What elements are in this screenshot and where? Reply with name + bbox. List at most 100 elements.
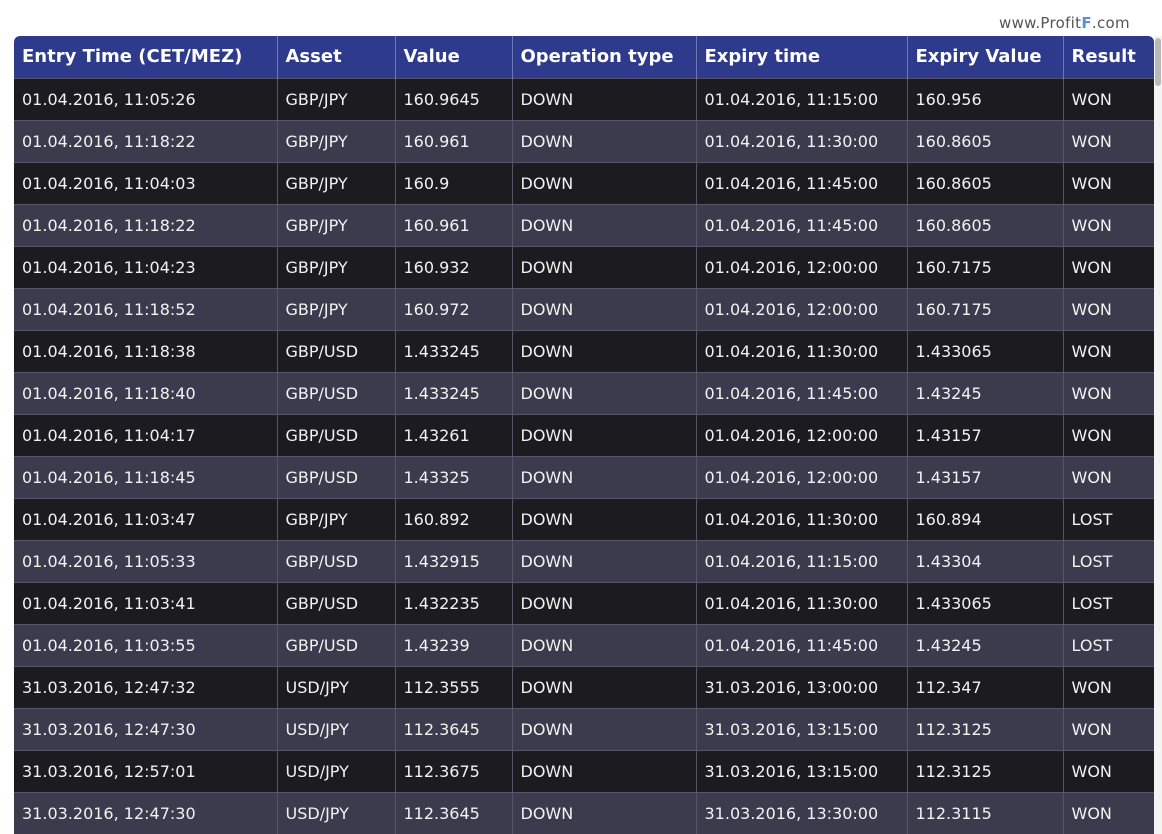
col-expiry-value-cell: 160.7175 bbox=[907, 287, 1064, 330]
col-expiry-time-cell: 31.03.2016, 13:15:00 bbox=[696, 749, 908, 792]
col-asset-cell: USD/JPY bbox=[277, 707, 396, 750]
col-entry-time-cell: 31.03.2016, 12:47:30 bbox=[14, 791, 278, 834]
col-result-cell: WON bbox=[1063, 749, 1154, 792]
col-expiry-value-cell: 160.7175 bbox=[907, 245, 1064, 288]
col-expiry-time-cell: 01.04.2016, 12:00:00 bbox=[696, 287, 908, 330]
col-asset-cell: USD/JPY bbox=[277, 791, 396, 834]
col-operation-type-cell: DOWN bbox=[512, 749, 697, 792]
trade-history-table: Entry Time (CET/MEZ) Asset Value Operation … bbox=[14, 36, 1154, 834]
col-entry-time-cell: 01.04.2016, 11:05:33 bbox=[14, 539, 278, 582]
col-expiry-time-cell: 01.04.2016, 11:30:00 bbox=[696, 329, 908, 372]
col-operation-type-cell: DOWN bbox=[512, 623, 697, 666]
col-entry-time-cell: 01.04.2016, 11:18:22 bbox=[14, 119, 278, 162]
col-entry-time-cell: 01.04.2016, 11:03:41 bbox=[14, 581, 278, 624]
col-result-cell: WON bbox=[1063, 329, 1154, 372]
col-entry-time-cell: 01.04.2016, 11:18:38 bbox=[14, 329, 278, 372]
col-entry-time-cell: 31.03.2016, 12:47:30 bbox=[14, 707, 278, 750]
col-expiry-time-cell: 01.04.2016, 11:30:00 bbox=[696, 119, 908, 162]
table-row: 01.04.2016, 11:18:52 GBP/JPY 160.972 DOWN 01… bbox=[14, 287, 1154, 330]
col-expiry-time-cell: 01.04.2016, 11:45:00 bbox=[696, 203, 908, 246]
col-expiry-time-cell: 01.04.2016, 12:00:00 bbox=[696, 245, 908, 288]
col-expiry-time-cell: 01.04.2016, 12:00:00 bbox=[696, 455, 908, 498]
col-operation-type-cell: DOWN bbox=[512, 119, 697, 162]
col-result-cell: WON bbox=[1063, 119, 1154, 162]
table-row: 01.04.2016, 11:18:40 GBP/USD 1.433245 DOWN 0… bbox=[14, 371, 1154, 414]
col-operation-type-cell: DOWN bbox=[512, 245, 697, 288]
scrollbar-thumb[interactable] bbox=[1155, 38, 1161, 86]
col-entry-time-cell: 01.04.2016, 11:04:23 bbox=[14, 245, 278, 288]
col-result-cell: WON bbox=[1063, 161, 1154, 204]
col-operation-type-cell: DOWN bbox=[512, 455, 697, 498]
col-value-cell: 1.433245 bbox=[395, 329, 513, 372]
col-value-cell: 1.432915 bbox=[395, 539, 513, 582]
col-asset-cell: GBP/USD bbox=[277, 581, 396, 624]
table-row: 01.04.2016, 11:05:26 GBP/JPY 160.9645 DOWN 0… bbox=[14, 77, 1154, 120]
table-row: 01.04.2016, 11:18:22 GBP/JPY 160.961 DOWN 01… bbox=[14, 203, 1154, 246]
col-asset-cell: GBP/JPY bbox=[277, 245, 396, 288]
col-entry-time-cell: 01.04.2016, 11:18:45 bbox=[14, 455, 278, 498]
table-row: 01.04.2016, 11:03:47 GBP/JPY 160.892 DOWN 01… bbox=[14, 497, 1154, 540]
col-expiry-value-cell: 160.8605 bbox=[907, 119, 1064, 162]
col-asset-cell: GBP/JPY bbox=[277, 203, 396, 246]
col-expiry-time-cell: 31.03.2016, 13:00:00 bbox=[696, 665, 908, 708]
col-value-cell: 160.932 bbox=[395, 245, 513, 288]
col-expiry-value-cell: 1.43157 bbox=[907, 413, 1064, 456]
col-operation-type-cell: DOWN bbox=[512, 497, 697, 540]
col-value-cell: 112.3675 bbox=[395, 749, 513, 792]
table-row: 01.04.2016, 11:03:55 GBP/USD 1.43239 DOWN 01… bbox=[14, 623, 1154, 666]
col-expiry-value-cell: 1.43304 bbox=[907, 539, 1064, 582]
col-value-cell: 160.961 bbox=[395, 203, 513, 246]
col-expiry-time-header: Expiry time bbox=[696, 36, 908, 78]
table-row: 01.04.2016, 11:03:41 GBP/USD 1.432235 DOWN 0… bbox=[14, 581, 1154, 624]
table-row: 31.03.2016, 12:47:30 USD/JPY 112.3645 DOWN 3… bbox=[14, 791, 1154, 834]
col-result-cell: WON bbox=[1063, 455, 1154, 498]
col-result-cell: LOST bbox=[1063, 581, 1154, 624]
col-value-cell: 1.43261 bbox=[395, 413, 513, 456]
table-row: 01.04.2016, 11:05:33 GBP/USD 1.432915 DOWN 0… bbox=[14, 539, 1154, 582]
table-row: 31.03.2016, 12:47:32 USD/JPY 112.3555 DOWN 3… bbox=[14, 665, 1154, 708]
col-operation-type-header: Operation type bbox=[512, 36, 697, 78]
col-entry-time-cell: 01.04.2016, 11:05:26 bbox=[14, 77, 278, 120]
col-expiry-value-cell: 1.43245 bbox=[907, 371, 1064, 414]
col-entry-time-header: Entry Time (CET/MEZ) bbox=[14, 36, 278, 78]
col-entry-time-cell: 01.04.2016, 11:18:52 bbox=[14, 287, 278, 330]
table-row: 01.04.2016, 11:18:38 GBP/USD 1.433245 DOWN 0… bbox=[14, 329, 1154, 372]
col-entry-time-cell: 01.04.2016, 11:18:40 bbox=[14, 371, 278, 414]
col-expiry-value-cell: 112.347 bbox=[907, 665, 1064, 708]
col-expiry-value-cell: 160.956 bbox=[907, 77, 1064, 120]
col-value-cell: 112.3555 bbox=[395, 665, 513, 708]
col-operation-type-cell: DOWN bbox=[512, 161, 697, 204]
col-result-cell: WON bbox=[1063, 245, 1154, 288]
col-entry-time-cell: 01.04.2016, 11:18:22 bbox=[14, 203, 278, 246]
table-row: 01.04.2016, 11:18:22 GBP/JPY 160.961 DOWN 01… bbox=[14, 119, 1154, 162]
col-operation-type-cell: DOWN bbox=[512, 329, 697, 372]
col-value-cell: 1.43325 bbox=[395, 455, 513, 498]
vertical-scrollbar[interactable] bbox=[1154, 36, 1162, 834]
col-operation-type-cell: DOWN bbox=[512, 791, 697, 834]
col-asset-cell: GBP/USD bbox=[277, 371, 396, 414]
col-entry-time-cell: 01.04.2016, 11:03:47 bbox=[14, 497, 278, 540]
col-result-cell: WON bbox=[1063, 791, 1154, 834]
table-row: 01.04.2016, 11:04:23 GBP/JPY 160.932 DOWN 01… bbox=[14, 245, 1154, 288]
col-expiry-value-cell: 1.433065 bbox=[907, 581, 1064, 624]
col-value-header: Value bbox=[395, 36, 513, 78]
col-operation-type-cell: DOWN bbox=[512, 539, 697, 582]
header-row: Entry Time (CET/MEZ) Asset Value Operation … bbox=[14, 36, 1154, 78]
col-expiry-time-cell: 31.03.2016, 13:30:00 bbox=[696, 791, 908, 834]
col-operation-type-cell: DOWN bbox=[512, 413, 697, 456]
col-expiry-value-cell: 160.8605 bbox=[907, 161, 1064, 204]
col-operation-type-cell: DOWN bbox=[512, 707, 697, 750]
col-expiry-time-cell: 01.04.2016, 11:30:00 bbox=[696, 581, 908, 624]
col-result-cell: LOST bbox=[1063, 497, 1154, 540]
col-expiry-time-cell: 01.04.2016, 11:45:00 bbox=[696, 161, 908, 204]
col-value-cell: 1.43239 bbox=[395, 623, 513, 666]
col-entry-time-cell: 31.03.2016, 12:57:01 bbox=[14, 749, 278, 792]
col-result-cell: LOST bbox=[1063, 623, 1154, 666]
col-asset-cell: GBP/JPY bbox=[277, 77, 396, 120]
watermark-prefix: www.Profit bbox=[999, 14, 1082, 32]
col-result-cell: WON bbox=[1063, 77, 1154, 120]
col-entry-time-cell: 01.04.2016, 11:04:03 bbox=[14, 161, 278, 204]
table-row: 01.04.2016, 11:18:45 GBP/USD 1.43325 DOWN 01… bbox=[14, 455, 1154, 498]
col-result-cell: WON bbox=[1063, 371, 1154, 414]
col-result-cell: WON bbox=[1063, 665, 1154, 708]
